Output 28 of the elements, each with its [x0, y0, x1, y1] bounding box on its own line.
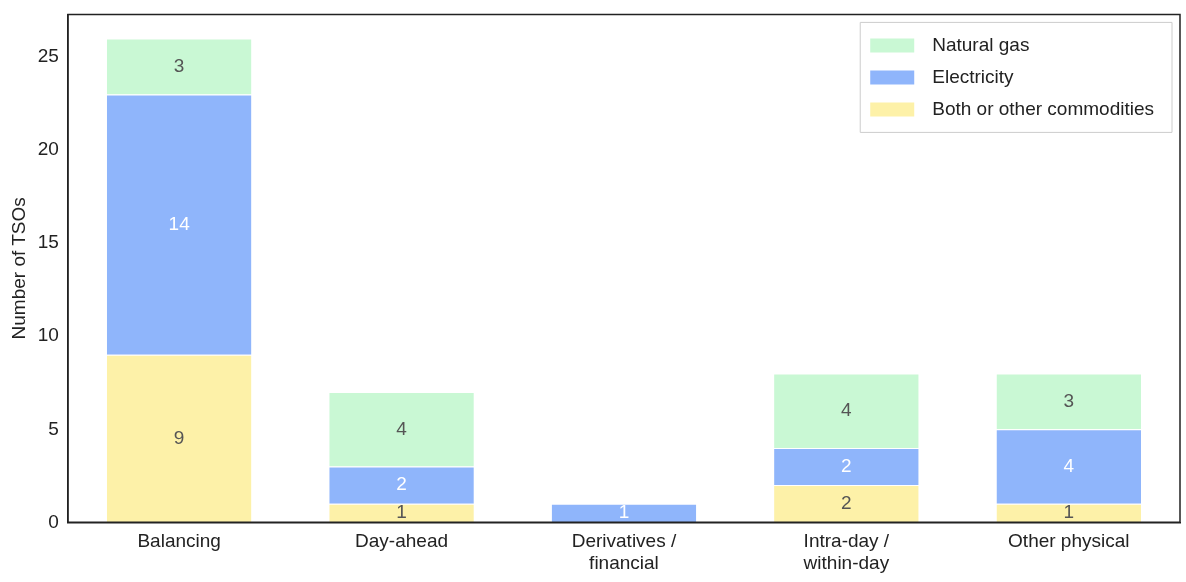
data-label: 1 — [396, 501, 407, 523]
data-label: 1 — [1063, 501, 1075, 523]
x-tick-label: Derivatives / financial — [571, 530, 677, 574]
data-label: 2 — [841, 454, 852, 476]
legend-label: Natural gas — [932, 33, 1030, 55]
data-label: 2 — [396, 473, 407, 495]
legend-label: Both or other commodities — [932, 97, 1154, 119]
y-tick-label: 15 — [37, 231, 59, 253]
y-tick-label: 25 — [37, 45, 59, 67]
x-tick-label: Balancing — [137, 530, 221, 552]
data-label: 4 — [1063, 454, 1075, 476]
x-tick-label: Day-ahead — [355, 530, 449, 552]
x-tick-label: Other physical — [1008, 530, 1130, 552]
y-tick-label: 5 — [48, 417, 59, 439]
data-label: 1 — [618, 501, 630, 523]
data-label: 9 — [173, 426, 185, 448]
data-label: 2 — [841, 491, 852, 513]
y-axis-title: Number of TSOs — [7, 197, 29, 340]
y-tick-label: 10 — [37, 324, 59, 346]
data-label: 4 — [396, 417, 408, 439]
legend-label: Electricity — [932, 65, 1015, 87]
data-label: 3 — [1063, 389, 1075, 411]
y-tick-label: 0 — [48, 510, 59, 532]
data-label: 4 — [841, 398, 853, 420]
y-tick-label: 20 — [37, 138, 59, 160]
data-label: 14 — [168, 212, 191, 234]
data-label: 3 — [173, 54, 185, 76]
x-tick-label: Intra-day / within-day — [802, 530, 890, 574]
